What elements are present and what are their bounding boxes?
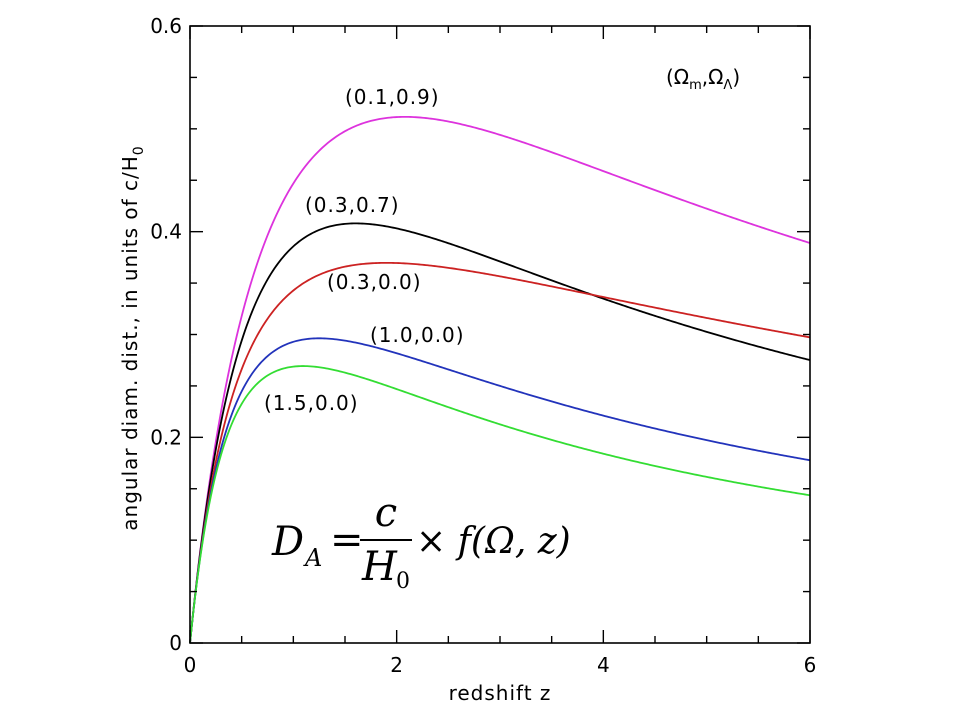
series-label-1: (0.3,0.7) bbox=[305, 193, 400, 217]
series-line-1 bbox=[189, 222, 811, 644]
series-curves bbox=[189, 115, 811, 644]
legend-title-open: (Ω bbox=[666, 65, 689, 89]
x-tick-label: 0 bbox=[184, 653, 197, 677]
series-labels: (0.1,0.9) (0.3,0.7) (0.3,0.0) (1.0,0.0) (1.5… bbox=[264, 85, 465, 415]
series-label-3: (1.0,0.0) bbox=[370, 323, 465, 347]
formula-rhs: × f(Ω, z) bbox=[416, 521, 571, 562]
y-axis-label-main: angular diam. dist., in units of c/H bbox=[118, 155, 142, 531]
axis-tick-labels: 0 2 4 6 0 0.2 0.4 0.6 bbox=[150, 14, 816, 677]
x-axis-label: redshift z bbox=[449, 681, 552, 705]
legend-title-sub-m: m bbox=[689, 78, 702, 93]
formula-annotation: D A = c H 0 × f(Ω, z) bbox=[271, 490, 571, 594]
series-line-2 bbox=[189, 261, 811, 644]
series-label-0: (0.1,0.9) bbox=[345, 85, 440, 109]
axis-ticks bbox=[189, 25, 811, 644]
formula-denominator: H bbox=[361, 544, 398, 590]
series-line-0 bbox=[189, 115, 811, 644]
x-tick-label: 2 bbox=[390, 653, 403, 677]
formula-lhs: D bbox=[271, 519, 304, 565]
formula-numerator: c bbox=[375, 490, 397, 536]
legend-title: (Ωm,ΩΛ) bbox=[666, 65, 740, 93]
series-label-2: (0.3,0.0) bbox=[327, 270, 422, 294]
formula-lhs-subscript: A bbox=[303, 544, 322, 572]
series-line-3 bbox=[189, 337, 811, 644]
y-tick-label: 0 bbox=[169, 631, 182, 655]
y-axis-label-subscript: 0 bbox=[131, 145, 147, 155]
y-tick-label: 0.2 bbox=[150, 425, 182, 449]
formula-denominator-subscript: 0 bbox=[396, 569, 410, 594]
x-tick-label: 6 bbox=[804, 653, 817, 677]
legend-title-mid: ,Ω bbox=[702, 65, 724, 89]
series-label-4: (1.5,0.0) bbox=[264, 391, 359, 415]
y-axis-label: angular diam. dist., in units of c/H0 bbox=[118, 145, 147, 530]
series-line-4 bbox=[189, 365, 811, 644]
x-tick-label: 4 bbox=[597, 653, 610, 677]
y-tick-label: 0.6 bbox=[150, 14, 182, 38]
y-tick-label: 0.4 bbox=[150, 220, 182, 244]
formula-equals: = bbox=[330, 517, 364, 563]
legend-title-sub-lambda: Λ bbox=[723, 78, 732, 93]
legend-title-close: ) bbox=[732, 65, 740, 89]
